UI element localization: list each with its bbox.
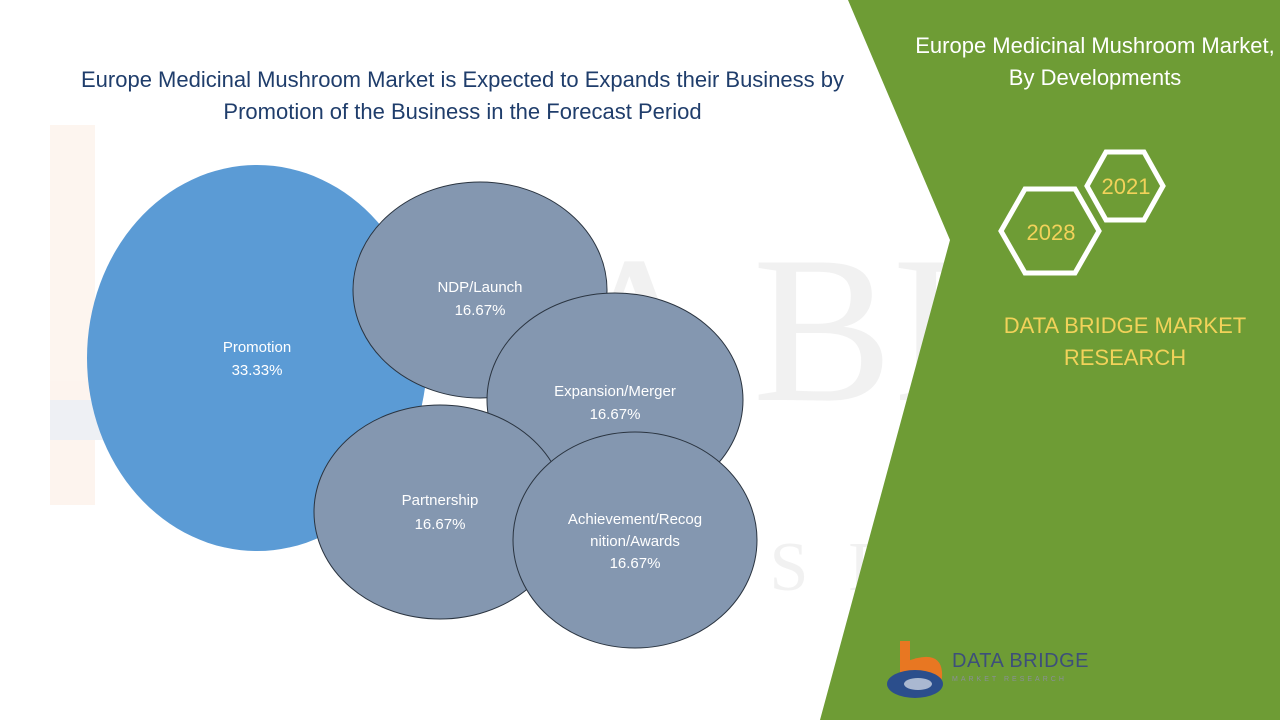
side-panel-title: Europe Medicinal Mushroom Market, By Dev… [915,33,1275,90]
bubble-label-partnership: Partnership [402,492,479,509]
hexagon-2021 [1084,149,1166,223]
bubble-value-promotion: 33.33% [232,362,283,379]
bubble-value-partnership: 16.67% [415,516,466,533]
logo-name: DATA BRIDGE [952,650,1090,672]
bubble-label-achievement-recognition-awards-2: nition/Awards [590,533,680,550]
bubble-chart: Promotion 33.33% NDP/Launch 16.67% Expansion… [87,165,758,649]
bubble-value-expansion-merger: 16.67% [590,406,641,423]
bubble-label-expansion-merger: Expansion/Merger [554,383,676,400]
year-end-label: 2028 [1027,220,1076,245]
brand-name: DATA BRIDGE MARKET RESEARCH [1003,313,1247,370]
year-start-label: 2021 [1102,174,1151,199]
hexagon-2028 [998,186,1102,276]
bubble-label-achievement-recognition-awards-1: Achievement/Recog [568,511,702,528]
bubble-value-achievement-recognition-awards: 16.67% [610,555,661,572]
year-badges: 2021 2028 [998,149,1166,276]
bubble-achievement-recognition-awards [512,431,758,649]
bubble-label-ndp-launch: NDP/Launch [437,279,522,296]
logo-tagline: MARKET RESEARCH [952,676,1067,683]
logo-mark [887,641,943,698]
green-side-panel [820,0,1280,720]
chart-title: Europe Medicinal Mushroom Market is Expe… [80,67,845,124]
bubble-label-promotion: Promotion [223,339,291,356]
bubble-value-ndp-launch: 16.67% [455,302,506,319]
